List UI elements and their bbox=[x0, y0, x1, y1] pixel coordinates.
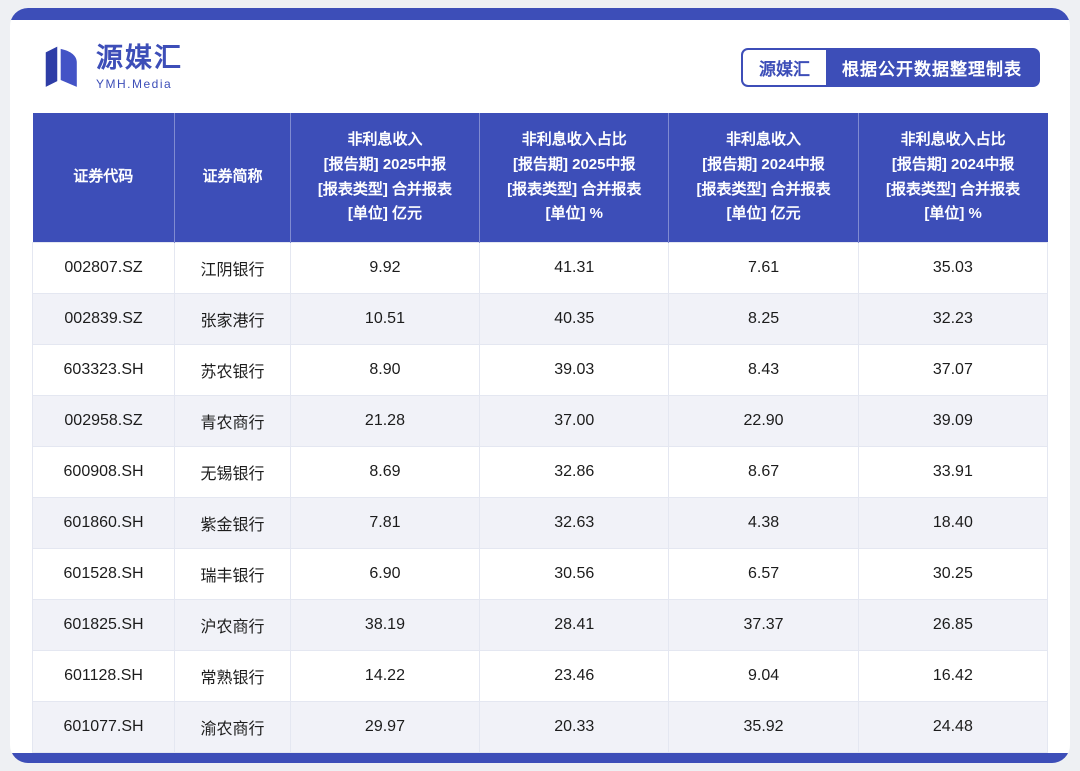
value-cell: 6.57 bbox=[668, 548, 859, 600]
stock-name-cell: 苏农银行 bbox=[174, 344, 291, 396]
value-cell: 14.22 bbox=[289, 650, 481, 702]
value-cell: 40.35 bbox=[479, 293, 670, 345]
badge-brand-label: 源媒汇 bbox=[743, 50, 826, 85]
brand: 源媒汇 YMH.Media bbox=[40, 42, 183, 93]
value-cell: 21.28 bbox=[289, 395, 481, 447]
badge-text: 根据公开数据整理制表 bbox=[842, 60, 1022, 79]
source-badge: 源媒汇 根据公开数据整理制表 bbox=[741, 48, 1040, 87]
stock-code-cell: 601860.SH bbox=[31, 497, 176, 549]
value-cell: 37.07 bbox=[857, 344, 1049, 396]
value-cell: 32.23 bbox=[857, 293, 1049, 345]
stock-code-cell: 002807.SZ bbox=[31, 242, 176, 294]
stock-name-cell: 常熟银行 bbox=[174, 650, 291, 702]
value-cell: 30.25 bbox=[857, 548, 1049, 600]
value-cell: 16.42 bbox=[857, 650, 1049, 702]
table-row: 002807.SZ 江阴银行 9.92 41.31 7.61 35.03 bbox=[31, 242, 1049, 294]
value-cell: 23.46 bbox=[479, 650, 670, 702]
table-row: 601128.SH 常熟银行 14.22 23.46 9.04 16.42 bbox=[31, 650, 1049, 702]
table-row: 600908.SH 无锡银行 8.69 32.86 8.67 33.91 bbox=[31, 446, 1049, 498]
stock-code-cell: 601528.SH bbox=[31, 548, 176, 600]
column-header: 非利息收入占比 [报告期] 2025中报 [报表类型] 合并报表 [单位] % bbox=[479, 113, 670, 243]
value-cell: 18.40 bbox=[857, 497, 1049, 549]
bottom-accent-bar bbox=[10, 753, 1070, 763]
stock-code-cell: 603323.SH bbox=[31, 344, 176, 396]
stock-code-cell: 002839.SZ bbox=[31, 293, 176, 345]
value-cell: 9.04 bbox=[668, 650, 859, 702]
value-cell: 41.31 bbox=[479, 242, 670, 294]
value-cell: 8.25 bbox=[668, 293, 859, 345]
value-cell: 32.63 bbox=[479, 497, 670, 549]
table-body: 002807.SZ 江阴银行 9.92 41.31 7.61 35.03 002839.SZ… bbox=[31, 242, 1049, 753]
brand-text: 源媒汇 YMH.Media bbox=[96, 43, 183, 91]
stock-code-cell: 600908.SH bbox=[31, 446, 176, 498]
column-header: 非利息收入占比 [报告期] 2024中报 [报表类型] 合并报表 [单位] % bbox=[858, 113, 1048, 243]
value-cell: 28.41 bbox=[479, 599, 670, 651]
value-cell: 33.91 bbox=[857, 446, 1049, 498]
column-header: 非利息收入 [报告期] 2025中报 [报表类型] 合并报表 [单位] 亿元 bbox=[290, 113, 481, 243]
value-cell: 32.86 bbox=[479, 446, 670, 498]
table-row: 601860.SH 紫金银行 7.81 32.63 4.38 18.40 bbox=[31, 497, 1049, 549]
value-cell: 24.48 bbox=[857, 701, 1049, 753]
stock-name-cell: 紫金银行 bbox=[174, 497, 291, 549]
brand-logo-icon bbox=[40, 42, 86, 93]
stock-name-cell: 瑞丰银行 bbox=[174, 548, 291, 600]
table-row: 002958.SZ 青农商行 21.28 37.00 22.90 39.09 bbox=[31, 395, 1049, 447]
stock-name-cell: 渝农商行 bbox=[174, 701, 291, 753]
value-cell: 22.90 bbox=[668, 395, 859, 447]
value-cell: 39.03 bbox=[479, 344, 670, 396]
stock-name-cell: 沪农商行 bbox=[174, 599, 291, 651]
value-cell: 29.97 bbox=[289, 701, 481, 753]
stock-code-cell: 601128.SH bbox=[31, 650, 176, 702]
stock-name-cell: 无锡银行 bbox=[174, 446, 291, 498]
value-cell: 35.03 bbox=[857, 242, 1049, 294]
stock-name-cell: 张家港行 bbox=[174, 293, 291, 345]
brand-name: 源媒汇 bbox=[96, 43, 183, 74]
stock-code-cell: 002958.SZ bbox=[31, 395, 176, 447]
column-header: 证券代码 bbox=[32, 113, 176, 243]
value-cell: 7.81 bbox=[289, 497, 481, 549]
column-header: 证券简称 bbox=[174, 113, 291, 243]
value-cell: 6.90 bbox=[289, 548, 481, 600]
top-accent-bar bbox=[10, 8, 1070, 20]
value-cell: 9.92 bbox=[289, 242, 481, 294]
value-cell: 39.09 bbox=[857, 395, 1049, 447]
value-cell: 35.92 bbox=[668, 701, 859, 753]
value-cell: 37.00 bbox=[479, 395, 670, 447]
value-cell: 7.61 bbox=[668, 242, 859, 294]
value-cell: 8.67 bbox=[668, 446, 859, 498]
content-area: 源媒汇 YMH.Media 源媒汇 根据公开数据整理制表 证券代码 证券简称 非利息… bbox=[10, 20, 1070, 753]
table-row: 002839.SZ 张家港行 10.51 40.35 8.25 32.23 bbox=[31, 293, 1049, 345]
table-row: 601077.SH 渝农商行 29.97 20.33 35.92 24.48 bbox=[31, 701, 1049, 753]
value-cell: 26.85 bbox=[857, 599, 1049, 651]
brand-subtitle: YMH.Media bbox=[96, 76, 173, 91]
value-cell: 8.43 bbox=[668, 344, 859, 396]
value-cell: 10.51 bbox=[289, 293, 481, 345]
page-card: 源媒汇 YMH.Media 源媒汇 根据公开数据整理制表 证券代码 证券简称 非利息… bbox=[10, 8, 1070, 763]
stock-code-cell: 601077.SH bbox=[31, 701, 176, 753]
table-header-row: 证券代码 证券简称 非利息收入 [报告期] 2025中报 [报表类型] 合并报表 [… bbox=[32, 113, 1048, 243]
value-cell: 30.56 bbox=[479, 548, 670, 600]
value-cell: 8.90 bbox=[289, 344, 481, 396]
value-cell: 8.69 bbox=[289, 446, 481, 498]
table-row: 601528.SH 瑞丰银行 6.90 30.56 6.57 30.25 bbox=[31, 548, 1049, 600]
column-header: 非利息收入 [报告期] 2024中报 [报表类型] 合并报表 [单位] 亿元 bbox=[668, 113, 859, 243]
stock-name-cell: 江阴银行 bbox=[174, 242, 291, 294]
value-cell: 38.19 bbox=[289, 599, 481, 651]
table-row: 603323.SH 苏农银行 8.90 39.03 8.43 37.07 bbox=[31, 344, 1049, 396]
table-row: 601825.SH 沪农商行 38.19 28.41 37.37 26.85 bbox=[31, 599, 1049, 651]
stock-name-cell: 青农商行 bbox=[174, 395, 291, 447]
data-table: 证券代码 证券简称 非利息收入 [报告期] 2025中报 [报表类型] 合并报表 [… bbox=[31, 113, 1049, 753]
value-cell: 4.38 bbox=[668, 497, 859, 549]
stock-code-cell: 601825.SH bbox=[31, 599, 176, 651]
value-cell: 20.33 bbox=[479, 701, 670, 753]
value-cell: 37.37 bbox=[668, 599, 859, 651]
header-row: 源媒汇 YMH.Media 源媒汇 根据公开数据整理制表 bbox=[32, 20, 1048, 113]
